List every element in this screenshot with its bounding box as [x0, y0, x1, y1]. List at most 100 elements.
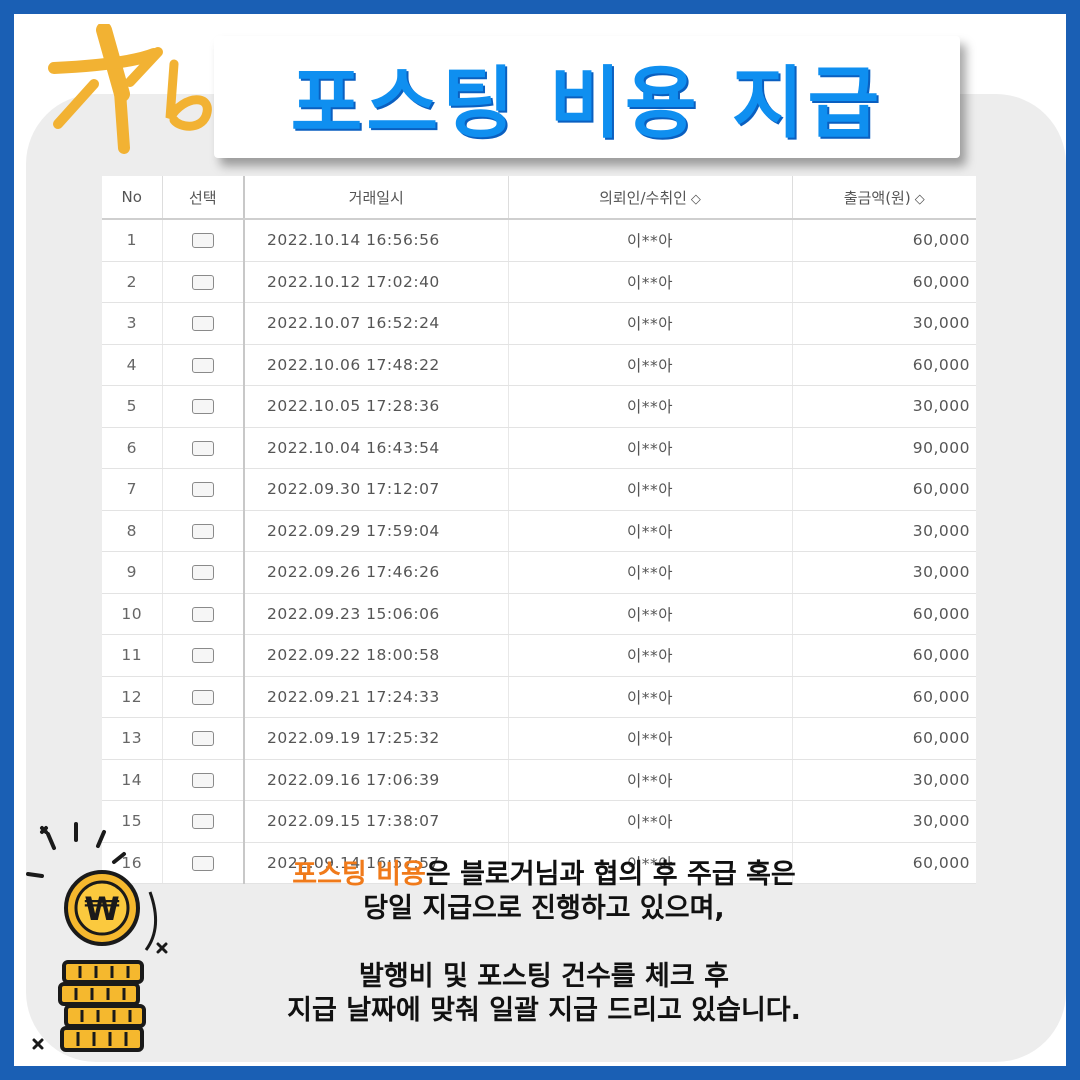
row-checkbox[interactable] — [191, 523, 214, 539]
row-party: 이**아 — [508, 551, 793, 594]
row-datetime: 2022.09.26 17:46:26 — [244, 551, 509, 594]
row-no: 15 — [102, 800, 163, 843]
row-select-cell — [162, 842, 245, 884]
table-row: 2 2022.10.12 17:02:40 이**아 60,000 — [102, 261, 976, 303]
row-checkbox[interactable] — [191, 233, 214, 249]
row-select-cell — [162, 261, 245, 303]
row-datetime: 2022.09.14 16:57:57 — [244, 842, 509, 884]
table-row: 3 2022.10.07 16:52:24 이**아 30,000 — [102, 302, 976, 345]
row-party: 이**아 — [508, 385, 793, 428]
caption-line-1: 포스팅 비용은 블로거님과 협의 후 주급 혹은 — [164, 858, 924, 892]
caption-text: 포스팅 비용은 블로거님과 협의 후 주급 혹은 당일 지급으로 진행하고 있으… — [164, 858, 924, 1028]
row-datetime: 2022.10.04 16:43:54 — [244, 427, 509, 469]
caption-line-1-rest: 은 블로거님과 협의 후 주급 혹은 — [425, 859, 796, 890]
row-no: 12 — [102, 676, 163, 718]
row-checkbox[interactable] — [191, 482, 214, 498]
row-select-cell — [162, 510, 245, 552]
page-title: 포스팅 비용 지급 — [290, 59, 884, 149]
row-select-cell — [162, 344, 245, 386]
row-no: 5 — [102, 385, 163, 428]
table-row: 12 2022.09.21 17:24:33 이**아 60,000 — [102, 676, 976, 718]
row-amount: 60,000 — [792, 344, 976, 386]
row-datetime: 2022.09.15 17:38:07 — [244, 800, 509, 843]
row-datetime: 2022.10.06 17:48:22 — [244, 344, 509, 386]
table-row: 5 2022.10.05 17:28:36 이**아 30,000 — [102, 385, 976, 428]
row-checkbox[interactable] — [191, 565, 214, 581]
row-amount: 60,000 — [792, 634, 976, 677]
row-no: 1 — [102, 219, 163, 262]
row-checkbox[interactable] — [191, 648, 214, 664]
row-select-cell — [162, 551, 245, 594]
row-select-cell — [162, 385, 245, 428]
table-row: 4 2022.10.06 17:48:22 이**아 60,000 — [102, 344, 976, 386]
row-checkbox[interactable] — [191, 731, 214, 747]
row-no: 14 — [102, 759, 163, 801]
row-no: 10 — [102, 593, 163, 635]
row-party: 이**아 — [508, 219, 793, 262]
won-coin-icon: ₩ — [26, 822, 168, 1052]
row-checkbox[interactable] — [191, 440, 214, 456]
row-select-cell — [162, 468, 245, 511]
sort-icon[interactable]: ◇ — [914, 191, 925, 207]
row-no: 11 — [102, 634, 163, 677]
row-no: 8 — [102, 510, 163, 552]
row-datetime: 2022.10.07 16:52:24 — [244, 302, 509, 345]
row-datetime: 2022.09.22 18:00:58 — [244, 634, 509, 677]
header-datetime: 거래일시 — [244, 176, 509, 220]
row-datetime: 2022.09.29 17:59:04 — [244, 510, 509, 552]
table-row: 6 2022.10.04 16:43:54 이**아 90,000 — [102, 427, 976, 469]
table-row: 9 2022.09.26 17:46:26 이**아 30,000 — [102, 551, 976, 594]
row-amount: 60,000 — [792, 219, 976, 262]
row-no: 13 — [102, 717, 163, 760]
row-checkbox[interactable] — [191, 399, 214, 415]
row-checkbox[interactable] — [191, 316, 214, 332]
row-no: 2 — [102, 261, 163, 303]
row-amount: 60,000 — [792, 468, 976, 511]
caption-line-2: 당일 지급으로 진행하고 있으며, — [363, 893, 725, 924]
table-row: 1 2022.10.14 16:56:56 이**아 60,000 — [102, 219, 976, 262]
row-party: 이**아 — [508, 261, 793, 303]
row-amount: 60,000 — [792, 676, 976, 718]
table-row: 16 2022.09.14 16:57:57 이**아 60,000 — [102, 842, 976, 884]
row-select-cell — [162, 717, 245, 760]
header-amount-label: 출금액(원) — [843, 188, 911, 207]
table-row: 13 2022.09.19 17:25:32 이**아 60,000 — [102, 717, 976, 760]
row-amount: 30,000 — [792, 759, 976, 801]
row-party: 이**아 — [508, 717, 793, 760]
row-party: 이**아 — [508, 468, 793, 511]
row-select-cell — [162, 676, 245, 718]
row-checkbox[interactable] — [191, 772, 214, 788]
header-no: No — [102, 176, 163, 220]
sort-icon[interactable]: ◇ — [690, 191, 701, 207]
row-checkbox[interactable] — [191, 606, 214, 622]
row-checkbox[interactable] — [191, 814, 214, 830]
row-select-cell — [162, 302, 245, 345]
row-party: 이**아 — [508, 676, 793, 718]
row-checkbox[interactable] — [191, 689, 214, 705]
row-datetime: 2022.09.19 17:25:32 — [244, 717, 509, 760]
row-amount: 60,000 — [792, 842, 976, 884]
row-checkbox[interactable] — [191, 357, 214, 373]
transaction-table: No 선택 거래일시 의뢰인/수취인 ◇ 출금액(원) ◇ 1 2022.10.14 … — [102, 176, 976, 884]
row-select-cell — [162, 800, 245, 843]
row-no: 3 — [102, 302, 163, 345]
header-party[interactable]: 의뢰인/수취인 ◇ — [508, 176, 793, 220]
row-datetime: 2022.10.05 17:28:36 — [244, 385, 509, 428]
row-amount: 30,000 — [792, 800, 976, 843]
row-party: 이**아 — [508, 759, 793, 801]
row-checkbox[interactable] — [191, 855, 214, 871]
kb-logo — [48, 24, 212, 154]
row-no: 4 — [102, 344, 163, 386]
table-row: 8 2022.09.29 17:59:04 이**아 30,000 — [102, 510, 976, 552]
table-row: 11 2022.09.22 18:00:58 이**아 60,000 — [102, 634, 976, 677]
row-amount: 30,000 — [792, 385, 976, 428]
row-checkbox[interactable] — [191, 274, 214, 290]
row-party: 이**아 — [508, 842, 793, 884]
row-amount: 60,000 — [792, 593, 976, 635]
page-frame: 포스팅 비용 지급 No 선택 거래일시 의뢰인/수취인 ◇ 출금액(원) ◇ — [14, 14, 1066, 1066]
header-amount[interactable]: 출금액(원) ◇ — [792, 176, 976, 220]
row-amount: 90,000 — [792, 427, 976, 469]
row-datetime: 2022.10.12 17:02:40 — [244, 261, 509, 303]
row-no: 7 — [102, 468, 163, 511]
header-party-label: 의뢰인/수취인 — [599, 188, 687, 207]
